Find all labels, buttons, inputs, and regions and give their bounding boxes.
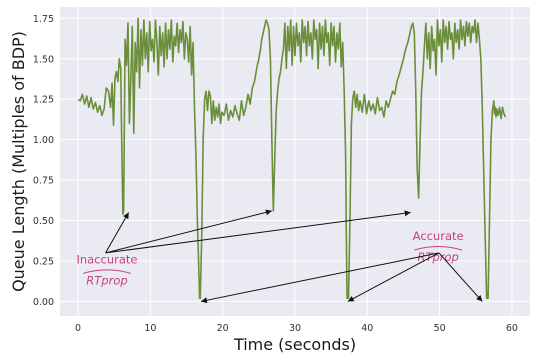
annotation-arrow <box>200 252 439 304</box>
annotation-arrow <box>438 252 483 302</box>
y-tick-label: 0.50 <box>33 216 54 227</box>
annotation-overarc <box>414 245 463 251</box>
annotation-overarc <box>82 269 132 274</box>
y-tick-label: 1.25 <box>33 95 54 106</box>
gridlines <box>60 7 530 316</box>
x-tick-label: 60 <box>506 323 518 334</box>
annotation-arrow <box>105 212 130 254</box>
annotation-sublabel: RTprop <box>417 250 458 264</box>
annotation-label: Inaccurate <box>76 252 137 266</box>
annotation-arrow <box>105 209 272 254</box>
x-tick-label: 10 <box>144 323 156 334</box>
x-tick-label: 40 <box>361 323 373 334</box>
x-tick-label: 20 <box>217 323 229 334</box>
y-tick-label: 0.25 <box>33 256 54 267</box>
annotation-arrow <box>347 252 440 302</box>
y-tick-label: 1.00 <box>33 135 54 146</box>
annotation-label: Accurate <box>413 229 464 243</box>
tick-labels: 0 10 20 30 40 50 60 0.00 0.25 0.50 0.75 1.00 1.25 1.5… <box>33 14 518 334</box>
y-tick-label: 1.75 <box>33 14 54 25</box>
annotation-arrow <box>105 210 411 254</box>
annotation-sublabel: RTprop <box>86 273 127 287</box>
x-tick-label: 0 <box>75 323 81 334</box>
series-line <box>77 17 507 299</box>
x-axis-label: Time (seconds) <box>233 335 356 354</box>
x-tick-label: 50 <box>434 323 446 334</box>
y-tick-label: 0.75 <box>33 176 54 187</box>
y-tick-label: 0.00 <box>33 297 54 308</box>
y-axis-label: Queue Length (Multiples of BDP) <box>9 31 28 292</box>
y-tick-label: 1.50 <box>33 54 54 65</box>
annotations: Inaccurate RTprop Accurate RTprop <box>76 209 483 304</box>
x-tick-label: 30 <box>289 323 301 334</box>
